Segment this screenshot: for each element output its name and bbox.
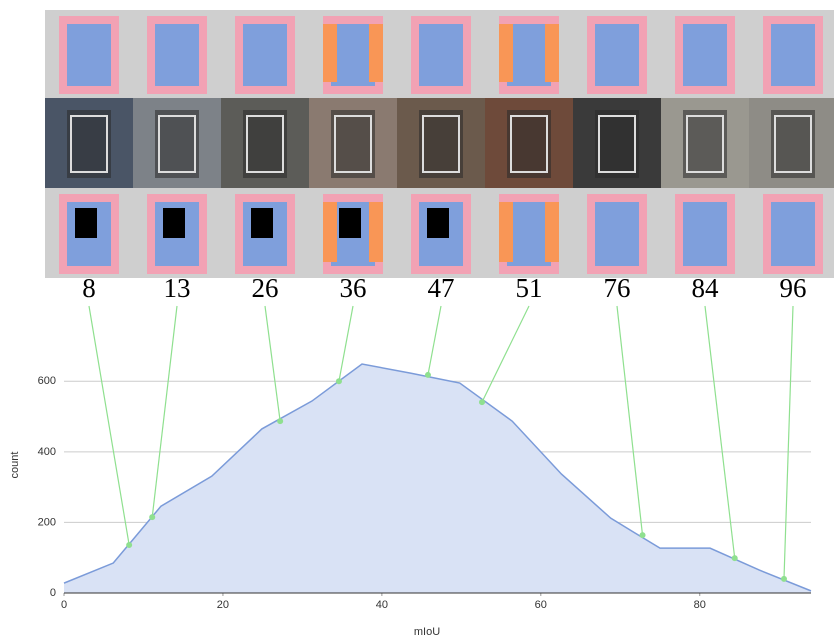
example-miou-label: 13 bbox=[164, 273, 191, 303]
seg-shutter bbox=[545, 24, 559, 82]
x-tick-label: 60 bbox=[535, 599, 547, 611]
example-marker bbox=[336, 378, 342, 384]
seg-window bbox=[595, 202, 639, 266]
connector bbox=[152, 306, 177, 517]
photo-window bbox=[67, 110, 111, 178]
seg-window bbox=[331, 24, 375, 86]
seg-window bbox=[155, 24, 199, 86]
seg-shutter bbox=[499, 24, 513, 82]
photo-window bbox=[419, 110, 463, 178]
example-marker bbox=[126, 542, 132, 548]
x-tick-label: 0 bbox=[61, 599, 67, 611]
seg-window bbox=[243, 24, 287, 86]
example-images bbox=[45, 10, 834, 278]
seg-shutter bbox=[323, 202, 337, 262]
page: {"chart_data": {"type": "area", "x_label… bbox=[0, 0, 834, 641]
seg-error bbox=[251, 208, 273, 238]
x-axis-label: mIoU bbox=[414, 626, 440, 638]
example-miou-label: 84 bbox=[692, 273, 720, 303]
seg-shutter bbox=[369, 24, 383, 82]
x-tick-label: 80 bbox=[694, 599, 706, 611]
y-tick-label: 0 bbox=[50, 587, 56, 599]
seg-error bbox=[163, 208, 185, 238]
photo-window bbox=[595, 110, 639, 178]
y-tick-label: 400 bbox=[38, 446, 56, 458]
seg-window bbox=[771, 24, 815, 86]
example-marker bbox=[640, 532, 646, 538]
example-miou-label: 47 bbox=[428, 273, 455, 303]
x-tick-label: 40 bbox=[376, 599, 388, 611]
seg-shutter bbox=[369, 202, 383, 262]
example-marker bbox=[425, 372, 431, 378]
x-tick-label: 20 bbox=[217, 599, 229, 611]
connector bbox=[705, 306, 735, 558]
example-miou-label: 36 bbox=[340, 273, 367, 303]
connector bbox=[784, 306, 793, 579]
connector bbox=[482, 306, 529, 402]
y-axis-label: count bbox=[9, 452, 21, 479]
y-tick-label: 600 bbox=[38, 375, 56, 387]
example-marker bbox=[479, 399, 485, 405]
photo-window bbox=[331, 110, 375, 178]
example-marker bbox=[732, 555, 738, 561]
seg-shutter bbox=[323, 24, 337, 82]
example-miou-label: 8 bbox=[82, 273, 96, 303]
photo-window bbox=[507, 110, 551, 178]
seg-error bbox=[339, 208, 361, 238]
seg-error bbox=[427, 208, 449, 238]
connector bbox=[428, 306, 441, 375]
seg-window bbox=[507, 202, 551, 266]
seg-window bbox=[595, 24, 639, 86]
seg-window bbox=[683, 202, 727, 266]
photo-window bbox=[771, 110, 815, 178]
example-marker bbox=[277, 418, 283, 424]
seg-window bbox=[67, 24, 111, 86]
seg-error bbox=[75, 208, 97, 238]
seg-window bbox=[683, 24, 727, 86]
y-tick-label: 200 bbox=[38, 516, 56, 528]
connector bbox=[339, 306, 353, 381]
figure: count mIoU 0 200 400 600 0 20 40 60 80 8 13 26 36 47 5… bbox=[0, 0, 834, 641]
seg-shutter bbox=[499, 202, 513, 262]
example-miou-label: 76 bbox=[604, 273, 631, 303]
example-miou-label: 26 bbox=[252, 273, 279, 303]
seg-window bbox=[419, 24, 463, 86]
seg-shutter bbox=[545, 202, 559, 262]
connector bbox=[617, 306, 643, 535]
example-miou-label: 51 bbox=[516, 273, 543, 303]
example-miou-label: 96 bbox=[780, 273, 807, 303]
photo-window bbox=[683, 110, 727, 178]
photo-window bbox=[243, 110, 287, 178]
seg-window bbox=[771, 202, 815, 266]
seg-window bbox=[507, 24, 551, 86]
connector bbox=[89, 306, 129, 545]
connector bbox=[265, 306, 280, 421]
area-fill bbox=[64, 364, 811, 593]
example-marker bbox=[781, 576, 787, 582]
photo-window bbox=[155, 110, 199, 178]
example-marker bbox=[149, 514, 155, 520]
